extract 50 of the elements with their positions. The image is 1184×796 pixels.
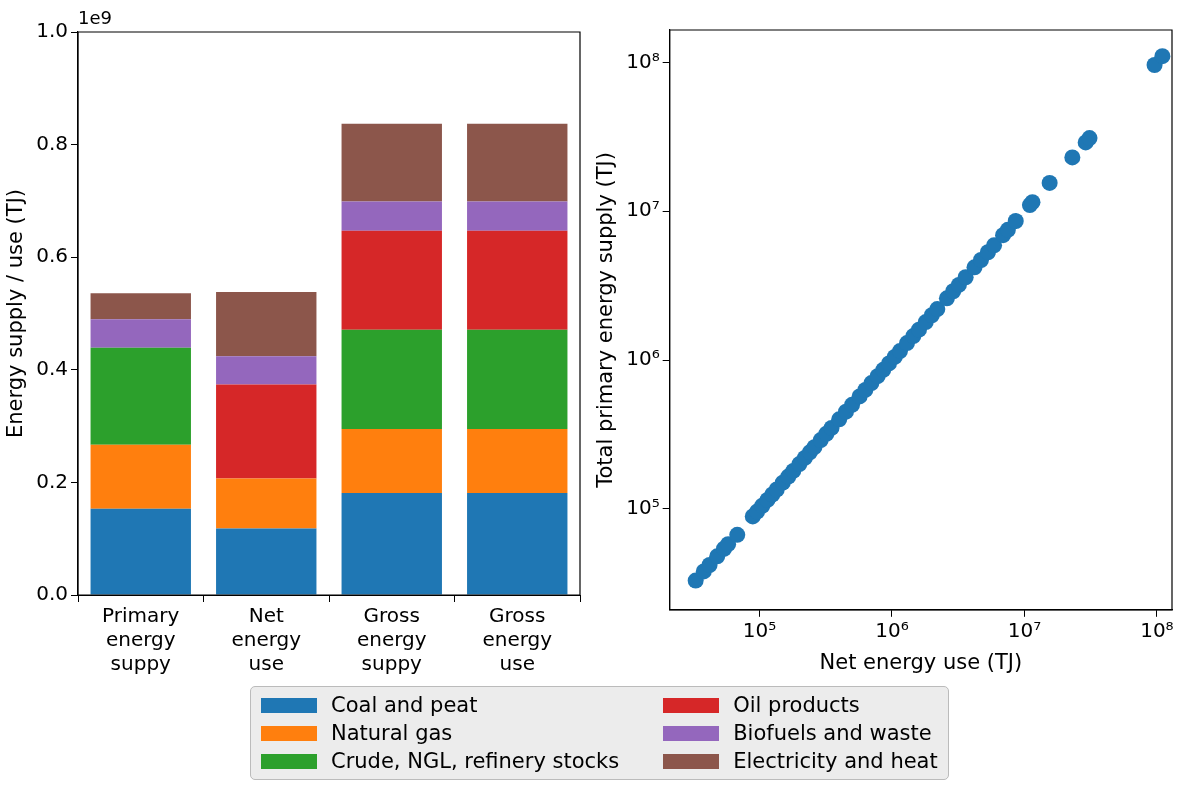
text: 1e9 [78,6,112,28]
bar [90,293,191,320]
y-tick-label: 0.4 [36,356,69,380]
y-tick-label: 0.0 [36,581,69,606]
bar [216,528,317,595]
y-tick-label: 0.8 [36,130,69,155]
bar [216,384,317,479]
bar [90,319,191,348]
x-tick-label: Gross energy suppy [356,603,427,676]
x-tick-label: 10⁷ [1007,618,1042,642]
bar [341,123,442,202]
bar [341,493,442,595]
legend-label: Coal and peat [331,693,478,717]
x-tick-label: Net energy use [231,603,302,676]
x-tick-label: 10⁶ [875,618,909,642]
bar [216,356,317,385]
y-tick-label: 0.6 [36,243,69,268]
legend-label: Crude, NGL, refinery stocks [331,749,620,773]
bar [467,230,568,330]
legend-label: Biofuels and waste [733,721,932,745]
y-tick-label: 1.0 [36,18,69,43]
x-tick-label: 10⁵ [742,618,777,642]
x-axis-title: Net energy use (TJ) [819,649,1023,674]
y-tick-label: 10⁷ [626,197,660,222]
y-tick-label: 10⁵ [626,495,660,520]
legend-label: Natural gas [331,721,453,745]
y-axis-title: Total primary energy supply (TJ) [593,152,618,489]
bar [341,201,442,231]
bar [90,444,191,509]
legend-label: Electricity and heat [733,749,938,773]
y-tick-label: 10⁸ [626,48,660,73]
bar [467,123,568,202]
legend-label: Oil products [733,693,860,717]
bar [90,347,191,445]
bar [341,428,442,494]
bar [467,428,568,494]
bar [467,201,568,231]
y-tick-label: 0.2 [36,468,69,493]
y-axis-title: Energy supply / use (TJ) [3,188,28,439]
x-tick-label: 10⁸ [1140,618,1174,642]
bar [467,493,568,595]
bar [341,329,442,429]
bar [467,329,568,429]
y-tick-label: 10⁶ [626,346,660,371]
bar [90,508,191,595]
bar [216,478,317,529]
bar [341,230,442,330]
x-tick-label: Primary energy suppy [102,603,180,676]
x-tick-label: Gross energy use [482,603,553,676]
bar [216,292,317,357]
